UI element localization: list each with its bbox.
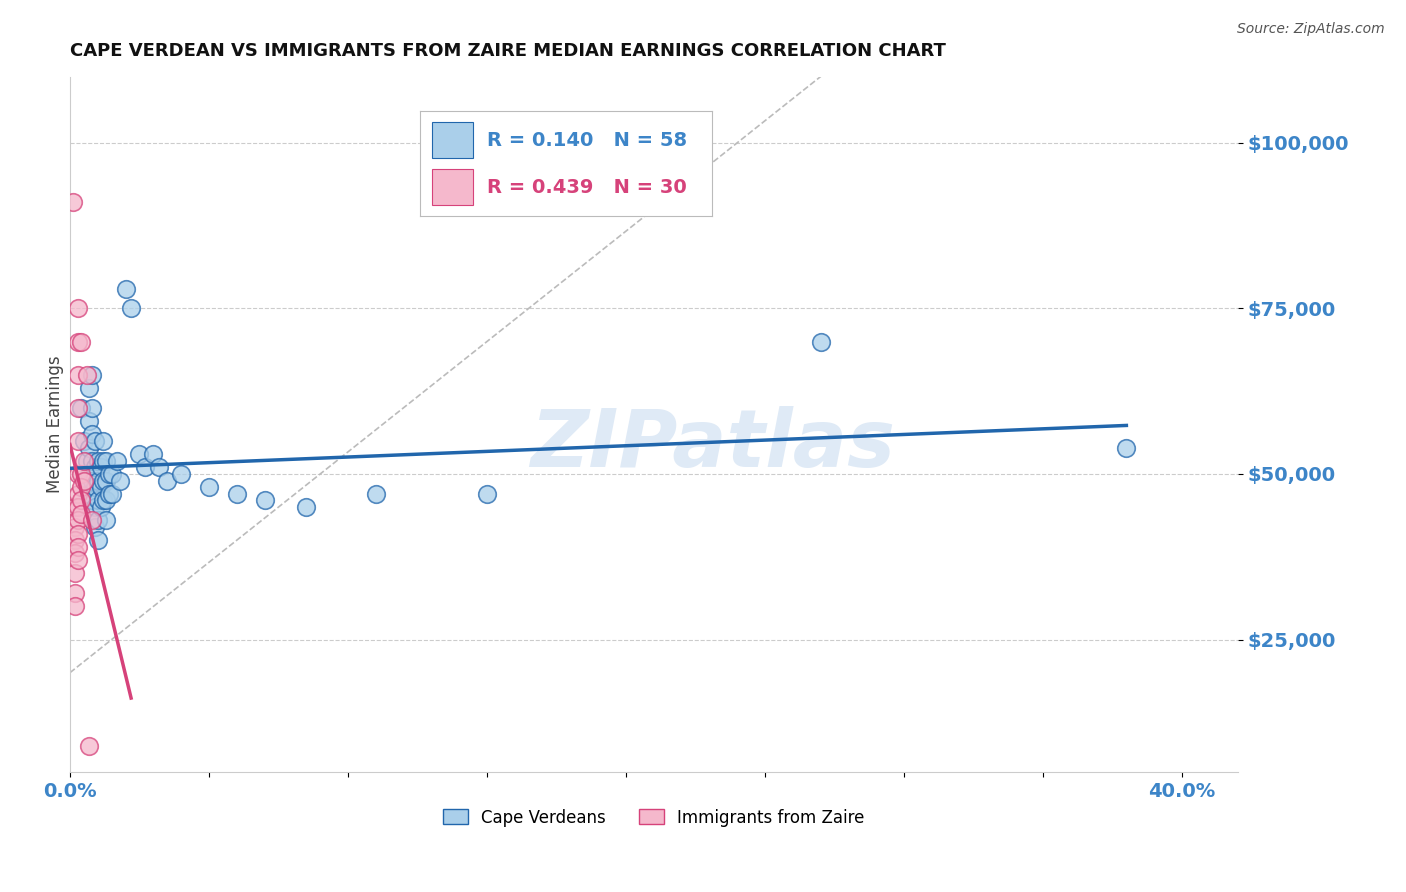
Point — [142, 447, 165, 461]
Point — [82, 513, 104, 527]
Point — [156, 474, 179, 488]
Point — [67, 434, 90, 448]
Point — [97, 487, 120, 501]
Point — [79, 441, 101, 455]
Point — [94, 474, 117, 488]
Point — [67, 334, 90, 349]
Point — [364, 487, 387, 501]
Point — [82, 493, 104, 508]
Point — [67, 368, 90, 382]
Point — [475, 487, 498, 501]
Point — [91, 434, 114, 448]
Point — [94, 454, 117, 468]
Point — [97, 467, 120, 481]
Point — [84, 460, 107, 475]
Text: CAPE VERDEAN VS IMMIGRANTS FROM ZAIRE MEDIAN EARNINGS CORRELATION CHART: CAPE VERDEAN VS IMMIGRANTS FROM ZAIRE ME… — [70, 42, 946, 60]
Point — [65, 520, 87, 534]
Point — [225, 487, 247, 501]
Point — [67, 540, 90, 554]
Point — [65, 546, 87, 560]
Point — [100, 487, 122, 501]
Point — [134, 460, 156, 475]
Point — [120, 301, 142, 316]
Point — [89, 480, 111, 494]
Point — [91, 493, 114, 508]
Point — [76, 480, 98, 494]
Point — [87, 493, 110, 508]
Point — [84, 434, 107, 448]
Point — [82, 454, 104, 468]
Point — [84, 480, 107, 494]
Y-axis label: Median Earnings: Median Earnings — [46, 356, 65, 493]
Point — [62, 195, 84, 210]
Legend: Cape Verdeans, Immigrants from Zaire: Cape Verdeans, Immigrants from Zaire — [436, 802, 872, 833]
Point — [87, 533, 110, 548]
Point — [94, 493, 117, 508]
Point — [65, 599, 87, 614]
Point — [70, 493, 93, 508]
Point — [82, 427, 104, 442]
Point — [82, 474, 104, 488]
Point — [79, 414, 101, 428]
Point — [128, 447, 150, 461]
Point — [89, 460, 111, 475]
Point — [94, 513, 117, 527]
Point — [67, 487, 90, 501]
Point — [170, 467, 193, 481]
Point — [91, 454, 114, 468]
Point — [73, 454, 96, 468]
Point — [148, 460, 170, 475]
Point — [70, 507, 93, 521]
Point — [87, 513, 110, 527]
Point — [73, 434, 96, 448]
Point — [76, 368, 98, 382]
Point — [65, 586, 87, 600]
Point — [79, 381, 101, 395]
Point — [87, 474, 110, 488]
Point — [70, 334, 93, 349]
Point — [108, 474, 131, 488]
Point — [79, 487, 101, 501]
Point — [65, 533, 87, 548]
Point — [198, 480, 221, 494]
Point — [70, 480, 93, 494]
Point — [70, 467, 93, 481]
Point — [67, 401, 90, 415]
Point — [100, 467, 122, 481]
Text: ZIPatlas: ZIPatlas — [530, 406, 894, 484]
Point — [91, 474, 114, 488]
Point — [67, 553, 90, 567]
Point — [82, 401, 104, 415]
Point — [253, 493, 276, 508]
Point — [67, 500, 90, 515]
Point — [1115, 441, 1137, 455]
Point — [67, 467, 90, 481]
Point — [65, 566, 87, 581]
Point — [67, 301, 90, 316]
Point — [89, 500, 111, 515]
Point — [67, 526, 90, 541]
Point — [70, 401, 93, 415]
Point — [76, 454, 98, 468]
Point — [82, 368, 104, 382]
Point — [810, 334, 832, 349]
Point — [65, 500, 87, 515]
Text: Source: ZipAtlas.com: Source: ZipAtlas.com — [1237, 22, 1385, 37]
Point — [105, 454, 128, 468]
Point — [87, 454, 110, 468]
Point — [67, 513, 90, 527]
Point — [79, 467, 101, 481]
Point — [84, 500, 107, 515]
Point — [84, 520, 107, 534]
Point — [295, 500, 318, 515]
Point — [73, 474, 96, 488]
Point — [79, 739, 101, 753]
Point — [114, 281, 136, 295]
